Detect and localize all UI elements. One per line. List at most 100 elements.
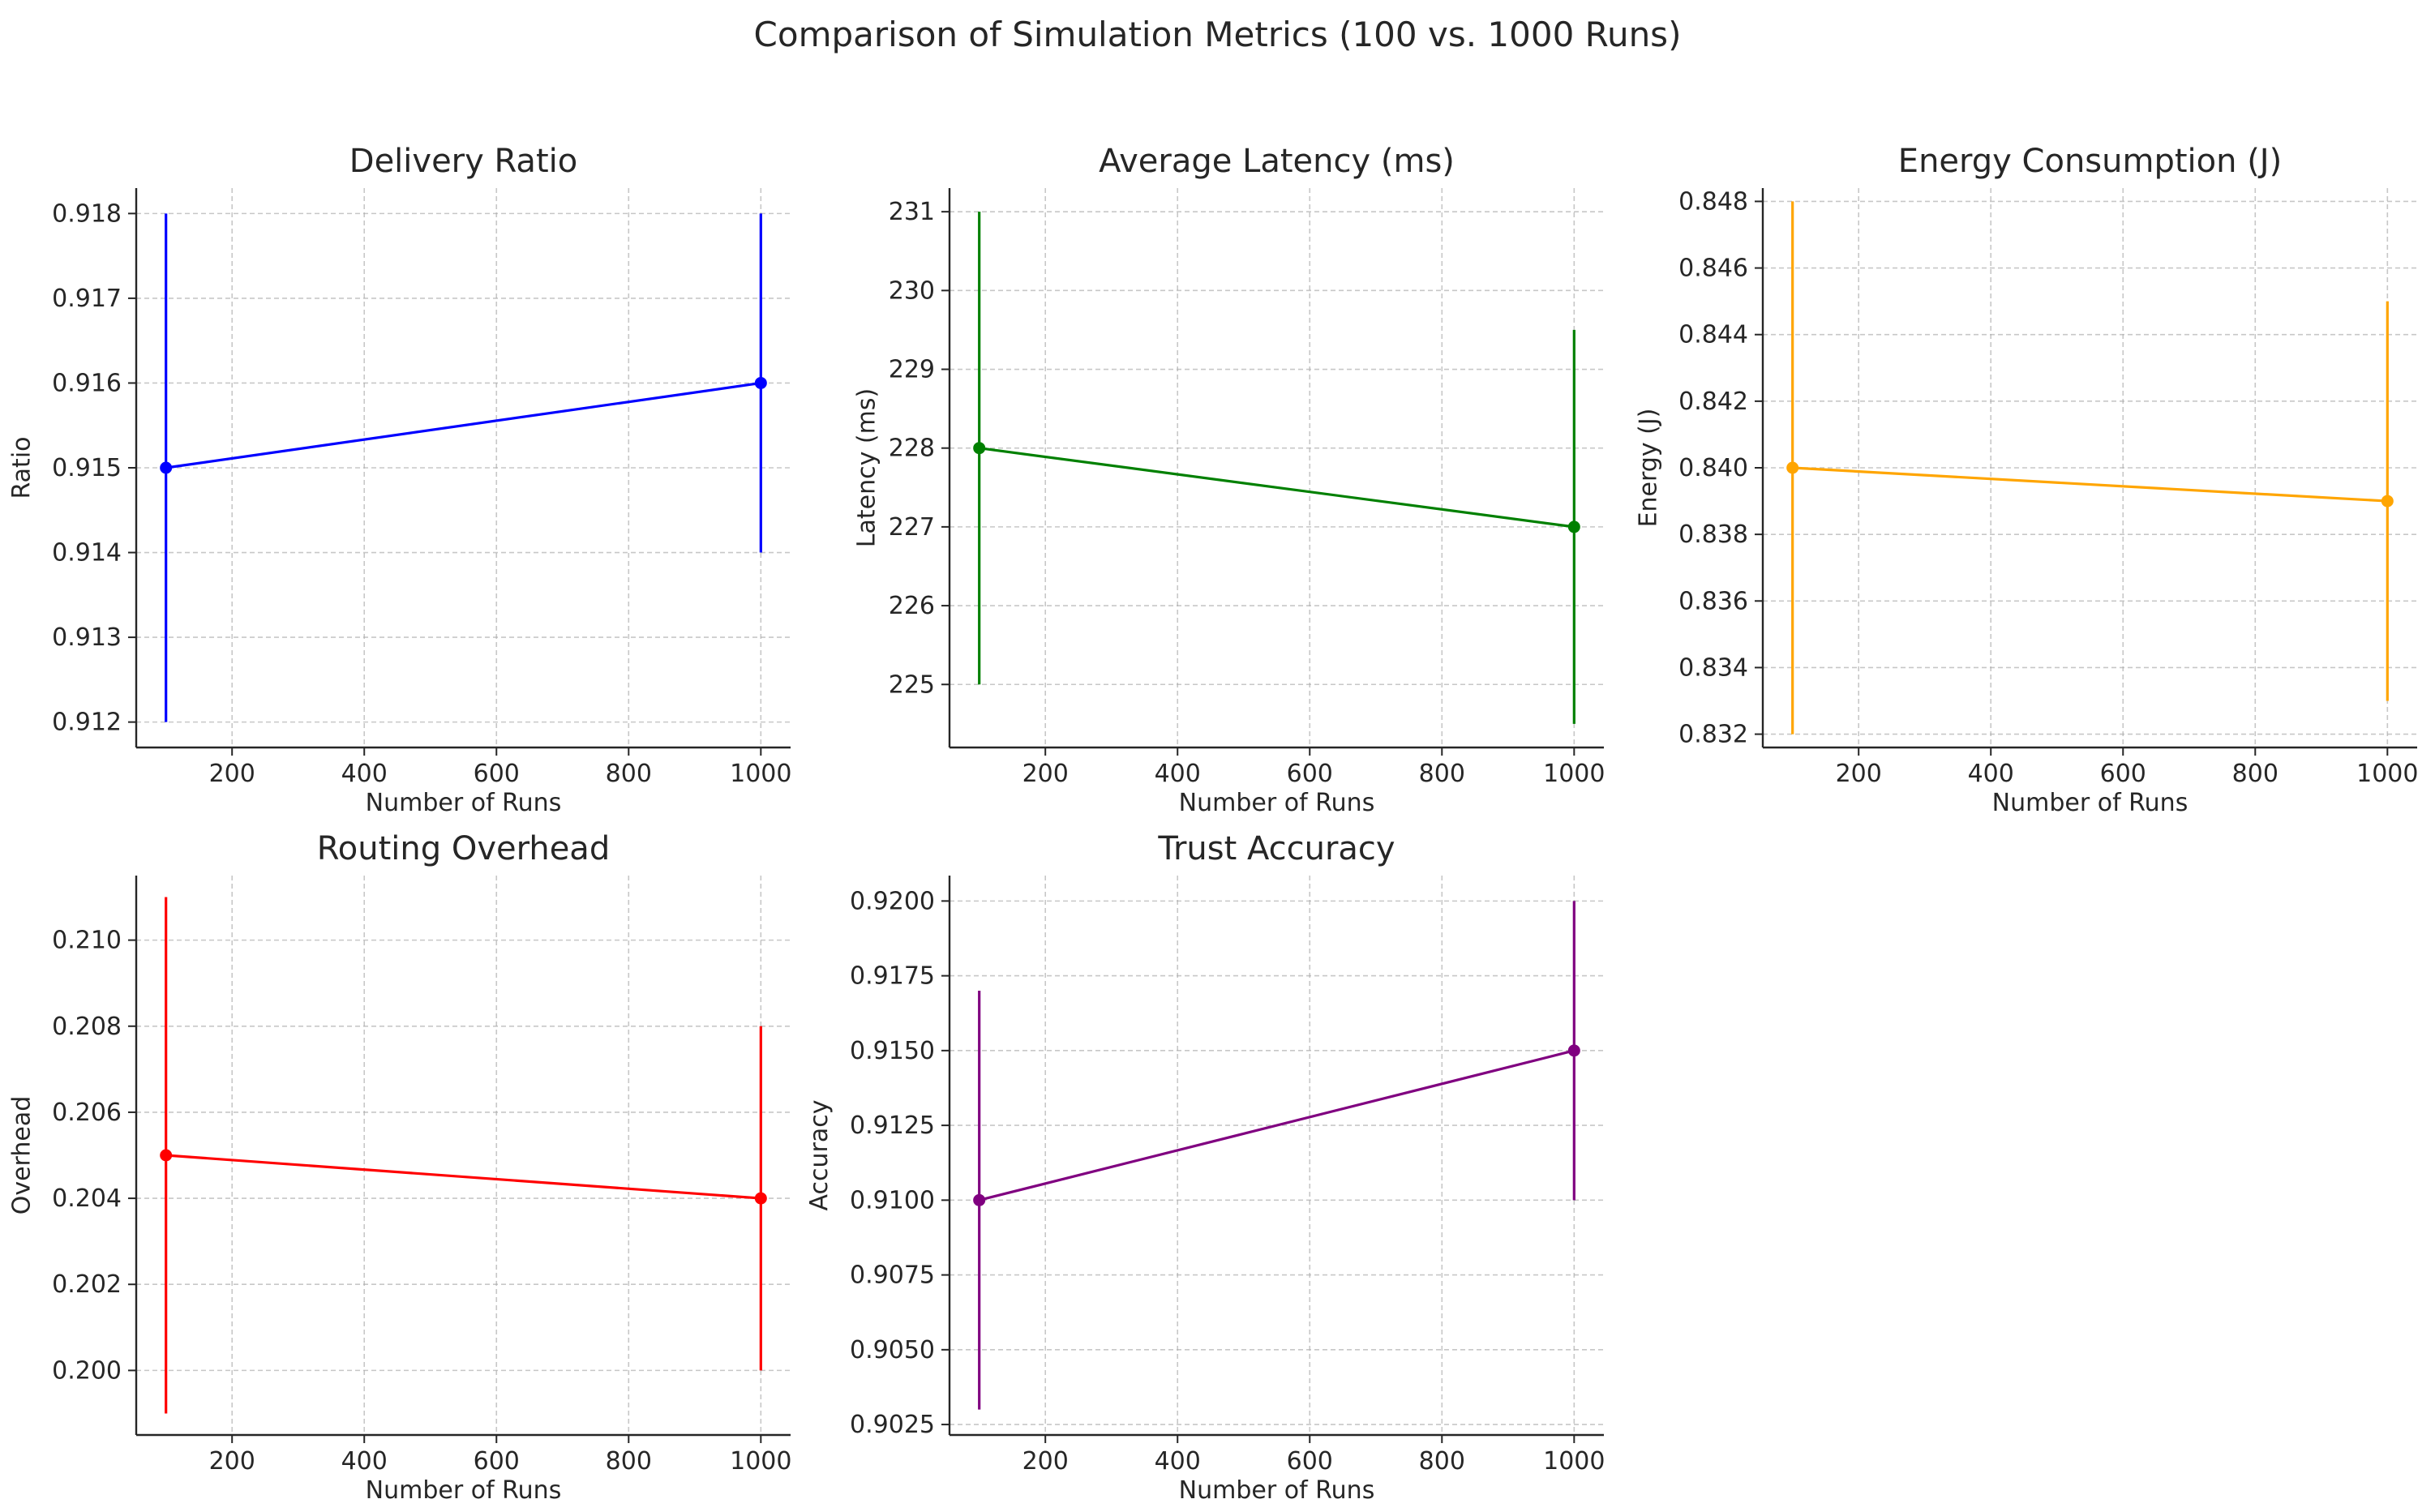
y-axis-label: Energy (J)	[1635, 409, 1663, 528]
x-tick-label: 600	[474, 760, 520, 788]
x-tick-label: 1000	[1543, 1447, 1605, 1476]
subplot-title: Average Latency (ms)	[1099, 143, 1455, 180]
y-tick-label: 0.842	[1678, 388, 1748, 416]
y-tick-label: 0.844	[1678, 321, 1748, 349]
x-axis-label: Number of Runs	[1992, 789, 2188, 817]
y-tick-label: 0.9175	[850, 962, 935, 991]
x-tick-label: 800	[606, 1447, 652, 1476]
x-tick-label: 200	[209, 760, 255, 788]
subplot-4: 200 400 600 800 1000 0.200 0.202 0.204 0.206 0.20…	[8, 830, 792, 1505]
y-tick-label: 0.9075	[850, 1261, 935, 1290]
y-tick-label: 0.202	[52, 1270, 122, 1299]
x-tick-label: 800	[606, 760, 652, 788]
series-line	[165, 381, 761, 469]
x-tick-label: 200	[1022, 1447, 1069, 1476]
y-tick-label: 0.840	[1678, 454, 1748, 482]
y-tick-label: 230	[889, 276, 935, 305]
x-tick-label: 400	[341, 1447, 388, 1476]
x-tick-label: 200	[1836, 760, 1882, 788]
subplot-title: Delivery Ratio	[349, 143, 577, 180]
y-tick-label: 0.9200	[850, 887, 935, 915]
data-point	[754, 376, 767, 389]
subplot-title: Energy Consumption (J)	[1898, 143, 2282, 180]
y-tick-label: 0.9125	[850, 1112, 935, 1140]
subplot-1: 200 400 600 800 1000 0.912 0.913 0.914 0.915 0.91…	[8, 143, 792, 817]
x-tick-label: 800	[1419, 1447, 1465, 1476]
data-point	[1567, 1044, 1580, 1057]
x-tick-label: 400	[1155, 1447, 1201, 1476]
y-tick-label: 0.208	[52, 1013, 122, 1041]
y-tick-label: 0.834	[1678, 653, 1748, 682]
y-tick-label: 228	[889, 435, 935, 463]
series-line	[1792, 466, 2388, 503]
subplot-5: 200 400 600 800 1000 0.9025 0.9050 0.9075 0.9100…	[805, 830, 1605, 1505]
series-line	[979, 1049, 1575, 1201]
x-tick-label: 200	[1022, 760, 1069, 788]
subplot-title: Trust Accuracy	[1157, 830, 1395, 867]
data-point	[2381, 495, 2394, 508]
x-tick-label: 1000	[730, 760, 791, 788]
x-tick-label: 1000	[1543, 760, 1605, 788]
y-tick-label: 0.846	[1678, 255, 1748, 283]
x-tick-label: 600	[1287, 1447, 1333, 1476]
x-tick-label: 600	[1287, 760, 1333, 788]
y-tick-label: 0.832	[1678, 721, 1748, 749]
x-tick-label: 400	[1155, 760, 1201, 788]
x-tick-label: 800	[1419, 760, 1465, 788]
y-tick-label: 0.916	[52, 369, 122, 397]
y-tick-label: 0.204	[52, 1184, 122, 1213]
y-tick-label: 0.9025	[850, 1411, 935, 1439]
x-tick-label: 400	[341, 760, 388, 788]
subplot-2: 200 400 600 800 1000 225 226 227 228 229 230 231 Ave…	[853, 143, 1605, 817]
x-tick-label: 200	[209, 1447, 255, 1476]
y-axis-label: Latency (ms)	[853, 388, 881, 547]
y-axis-label: Accuracy	[805, 1100, 834, 1211]
x-tick-label: 1000	[2356, 760, 2418, 788]
subplot-3: 200 400 600 800 1000 0.832 0.834 0.836 0.838 0.84…	[1635, 143, 2419, 817]
data-point	[754, 1192, 767, 1205]
y-tick-label: 0.200	[52, 1356, 122, 1385]
data-point	[160, 461, 173, 474]
y-axis-label: Ratio	[8, 436, 36, 499]
y-tick-label: 0.9150	[850, 1037, 935, 1065]
y-axis-label: Overhead	[8, 1096, 36, 1215]
data-point	[973, 442, 986, 455]
x-axis-label: Number of Runs	[1179, 789, 1375, 817]
y-tick-label: 0.838	[1678, 520, 1748, 549]
y-tick-label: 226	[889, 592, 935, 620]
data-point	[973, 1193, 986, 1206]
y-tick-label: 0.210	[52, 927, 122, 955]
x-tick-label: 400	[1968, 760, 2014, 788]
data-point	[160, 1149, 173, 1162]
y-tick-label: 0.914	[52, 539, 122, 568]
y-tick-label: 0.9100	[850, 1186, 935, 1214]
y-tick-label: 231	[889, 198, 935, 226]
x-tick-label: 600	[2100, 760, 2146, 788]
y-tick-label: 0.9050	[850, 1336, 935, 1364]
y-tick-label: 0.917	[52, 285, 122, 313]
data-point	[1567, 520, 1580, 533]
y-tick-label: 0.912	[52, 709, 122, 737]
x-tick-label: 800	[2232, 760, 2279, 788]
series-line	[165, 1154, 761, 1200]
x-axis-label: Number of Runs	[1179, 1476, 1375, 1505]
y-tick-label: 225	[889, 670, 935, 699]
y-tick-label: 0.918	[52, 199, 122, 228]
y-tick-label: 229	[889, 356, 935, 384]
y-tick-label: 0.848	[1678, 187, 1748, 216]
y-tick-label: 0.915	[52, 454, 122, 482]
subplot-title: Routing Overhead	[317, 830, 610, 867]
data-point	[1786, 461, 1799, 474]
figure-suptitle: Comparison of Simulation Metrics (100 vs…	[753, 15, 1682, 54]
series-line	[979, 447, 1575, 529]
y-tick-label: 0.836	[1678, 587, 1748, 615]
y-tick-label: 0.206	[52, 1099, 122, 1127]
x-tick-label: 600	[474, 1447, 520, 1476]
x-axis-label: Number of Runs	[366, 789, 562, 817]
y-tick-label: 0.913	[52, 623, 122, 652]
y-tick-label: 227	[889, 513, 935, 542]
x-axis-label: Number of Runs	[366, 1476, 562, 1505]
x-tick-label: 1000	[730, 1447, 791, 1476]
